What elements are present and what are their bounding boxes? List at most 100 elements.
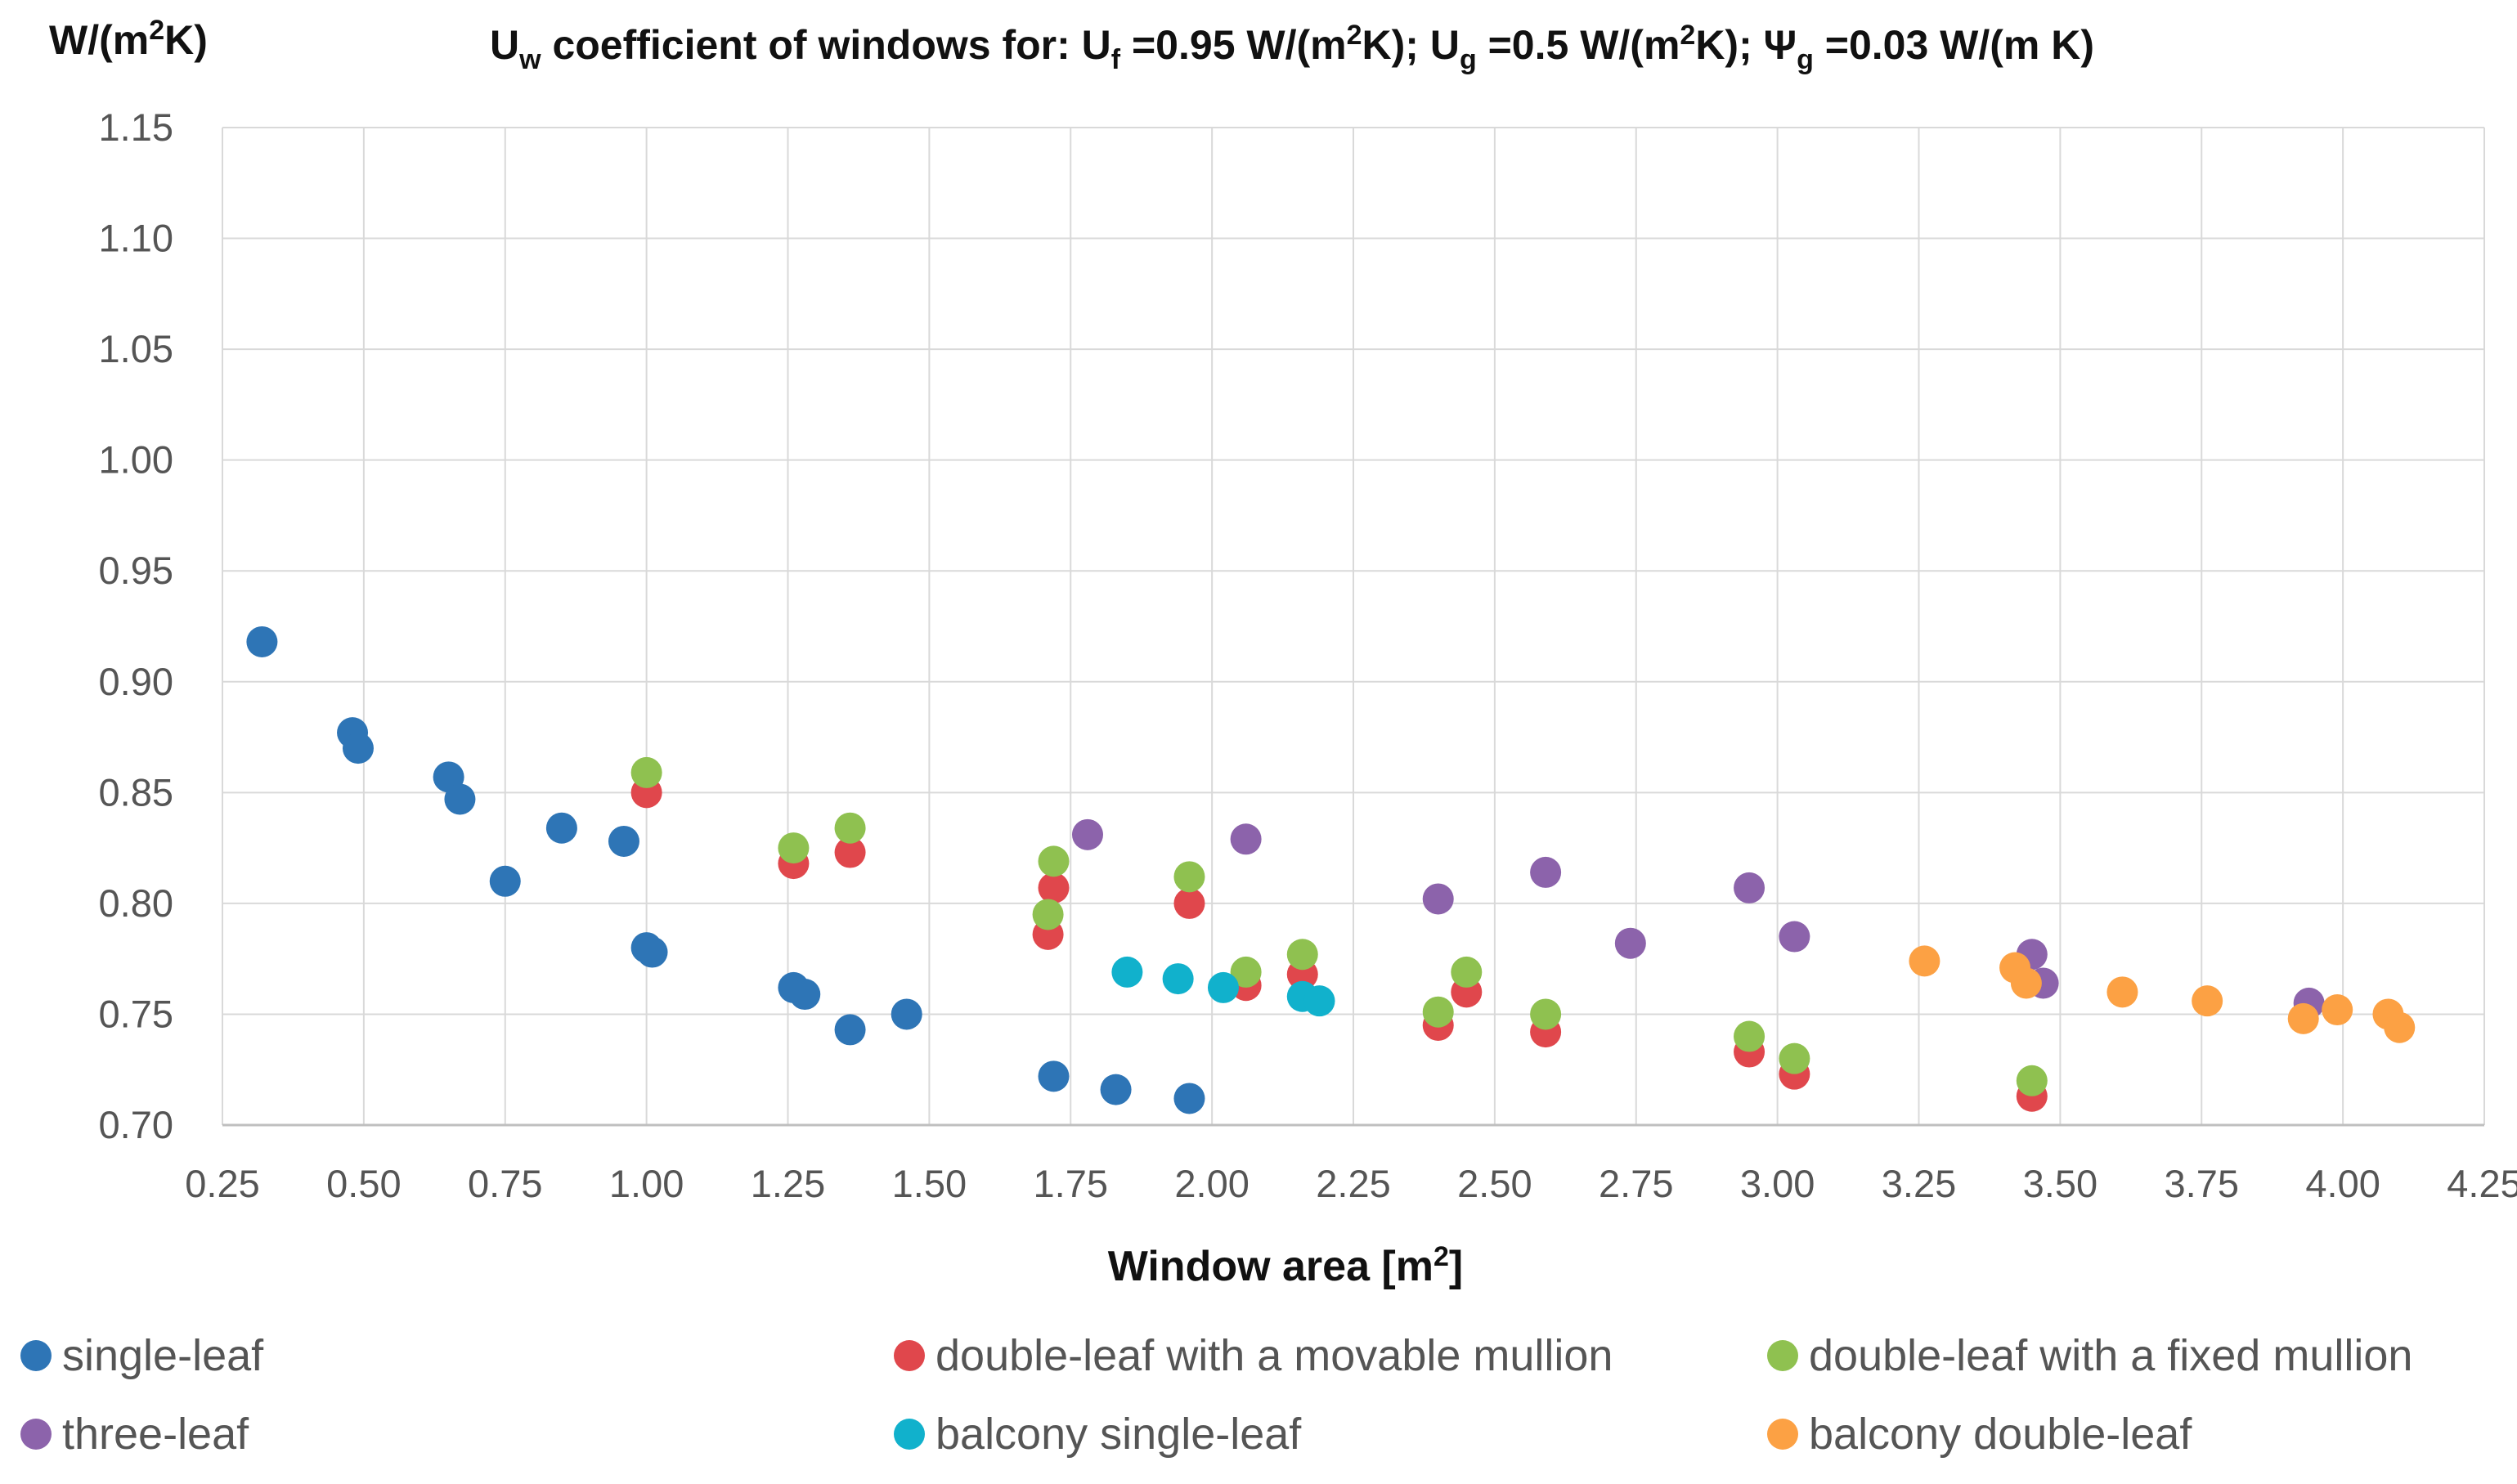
y-tick-label: 1.00 <box>99 438 173 482</box>
series-balcony-double-leaf <box>1909 945 2416 1043</box>
legend-label: three-leaf <box>62 1410 249 1459</box>
data-point <box>1909 945 1940 977</box>
data-point <box>1230 956 1262 988</box>
data-point <box>1162 963 1194 995</box>
x-tick-label: 0.50 <box>326 1162 401 1205</box>
title-text-part: Window area [m <box>1108 1243 1433 1290</box>
data-point <box>1286 939 1318 971</box>
data-point <box>1230 823 1262 855</box>
x-tick-label: 1.00 <box>609 1162 684 1205</box>
legend-item: balcony single-leaf <box>894 1410 1302 1459</box>
y-tick-label: 1.15 <box>99 105 173 149</box>
legend-label: single-leaf <box>62 1331 264 1380</box>
data-point <box>778 832 810 864</box>
series-double-leaf-with-a-fixed-mullion <box>630 756 2048 1096</box>
x-tick-label: 2.75 <box>1599 1162 1673 1205</box>
title-text-part: K); Ψ <box>1695 22 1797 68</box>
grid-lines <box>222 127 2485 1126</box>
y-tick-labels: 0.70 0.75 0.80 0.85 0.90 0.95 1.00 1.05 1.10 1.15 <box>99 105 173 1146</box>
data-point <box>1173 861 1205 893</box>
x-tick-label: 2.50 <box>1457 1162 1532 1205</box>
data-point <box>246 625 278 657</box>
data-point <box>1173 887 1205 919</box>
title-text-part: =0.03 W/(m K) <box>1814 22 2094 68</box>
data-point <box>834 812 866 844</box>
data-point <box>1038 1060 1070 1092</box>
x-tick-label: 3.25 <box>1882 1162 1956 1205</box>
x-tick-label: 0.25 <box>185 1162 259 1205</box>
series-single-leaf <box>246 625 1205 1114</box>
data-point <box>630 756 662 788</box>
data-point <box>1779 921 1810 953</box>
data-point <box>891 998 922 1030</box>
data-point <box>489 865 521 897</box>
data-point <box>834 1014 866 1046</box>
series-balcony-single-leaf <box>1111 956 1335 1017</box>
data-points <box>246 625 2416 1114</box>
legend-item: single-leaf <box>20 1331 264 1380</box>
data-point <box>2384 1011 2416 1043</box>
data-point <box>2010 967 2042 999</box>
x-tick-label: 1.50 <box>892 1162 967 1205</box>
data-point <box>342 733 374 764</box>
x-tick-label: 4.25 <box>2447 1162 2517 1205</box>
legend-marker <box>1767 1340 1798 1371</box>
data-point <box>2016 1065 2048 1096</box>
data-point <box>1100 1074 1132 1105</box>
data-point <box>1071 818 1103 850</box>
data-point <box>1038 872 1070 903</box>
legend-marker <box>20 1419 52 1450</box>
data-point <box>1422 996 1454 1028</box>
data-point <box>1734 1020 1765 1052</box>
data-point <box>1173 1083 1205 1114</box>
legend-marker <box>1767 1419 1798 1450</box>
title-subscript: w <box>518 44 541 75</box>
y-tick-label: 0.70 <box>99 1103 173 1146</box>
x-tick-labels: 0.25 0.50 0.75 1.00 1.25 1.50 1.75 2.00 2.25 2.50… <box>185 1162 2517 1205</box>
title-superscript: 2 <box>1680 20 1695 51</box>
legend-marker <box>894 1419 925 1450</box>
x-tick-label: 1.25 <box>751 1162 825 1205</box>
legend-item: double-leaf with a fixed mullion <box>1767 1331 2412 1380</box>
chart-title: Uw coefficient of windows for: Uf =0.95 … <box>490 20 2094 75</box>
title-text-part: ] <box>1449 1243 1463 1290</box>
title-text-part: =0.5 W/(m <box>1477 22 1680 68</box>
x-tick-label: 0.75 <box>468 1162 542 1205</box>
title-text-part: =0.95 W/(m <box>1120 22 1347 68</box>
data-point <box>1111 956 1143 988</box>
data-point <box>1734 872 1765 903</box>
data-point <box>2287 1002 2319 1034</box>
data-point <box>789 979 821 1011</box>
y-tick-label: 1.10 <box>99 217 173 260</box>
data-point <box>636 936 668 968</box>
title-subscript: g <box>1797 44 1814 75</box>
data-point <box>1614 927 1646 959</box>
data-point <box>834 836 866 868</box>
data-point <box>444 783 476 815</box>
legend-marker <box>20 1340 52 1371</box>
y-tick-label: 0.80 <box>99 881 173 925</box>
y-tick-label: 0.95 <box>99 549 173 592</box>
y-tick-label: 0.75 <box>99 992 173 1035</box>
y-axis-unit-label: W/(m2K) <box>49 15 208 63</box>
data-point <box>2192 985 2223 1017</box>
legend-item: balcony double-leaf <box>1767 1410 2192 1459</box>
data-point <box>1530 856 1562 888</box>
legend-label: balcony single-leaf <box>935 1410 1302 1459</box>
y-tick-label: 0.85 <box>99 770 173 814</box>
title-superscript: 2 <box>1433 1241 1449 1272</box>
data-point <box>2322 994 2353 1026</box>
data-point <box>1032 899 1064 930</box>
legend: single-leaf double-leaf with a movable mu… <box>20 1331 2412 1459</box>
legend-marker <box>894 1340 925 1371</box>
data-point <box>1451 956 1483 988</box>
title-superscript: 2 <box>1347 20 1362 51</box>
y-tick-label: 0.90 <box>99 660 173 703</box>
legend-label: balcony double-leaf <box>1809 1410 2192 1459</box>
data-point <box>608 825 639 857</box>
data-point <box>2106 976 2138 1008</box>
x-tick-label: 2.00 <box>1174 1162 1249 1205</box>
title-text-part: coefficient of windows for: U <box>541 22 1111 68</box>
legend-label: double-leaf with a fixed mullion <box>1809 1331 2412 1380</box>
